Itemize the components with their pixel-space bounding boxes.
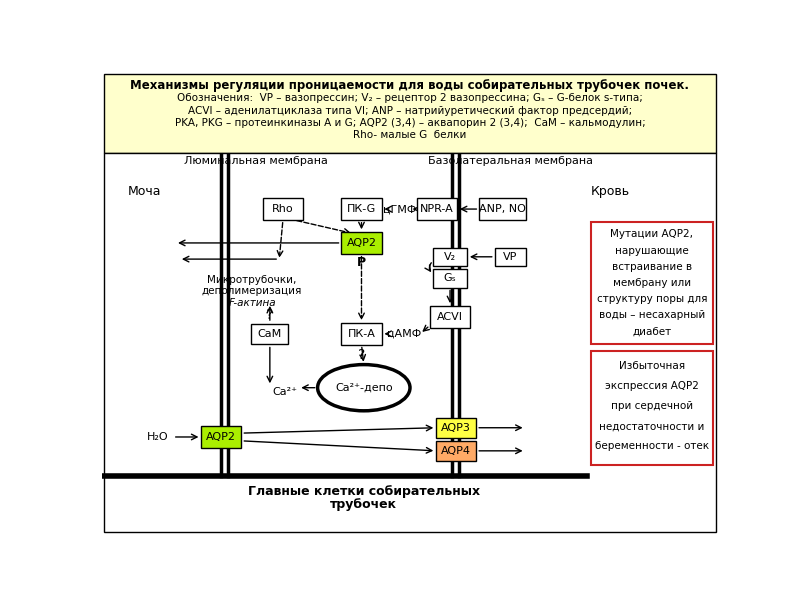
Bar [342,198,382,220]
Text: F-актина: F-актина [228,298,276,308]
Bar [591,222,713,344]
Text: диабет: диабет [632,326,671,337]
Bar [433,269,467,287]
Text: AQP2: AQP2 [346,238,377,248]
Text: ?: ? [358,347,365,362]
Ellipse shape [318,365,410,411]
Text: трубочек: трубочек [330,498,398,511]
Text: встраивание в: встраивание в [612,262,692,272]
Text: VP: VP [503,252,518,262]
Bar [202,426,242,448]
Text: Gₛ: Gₛ [444,274,457,283]
Text: PKA, PKG – протеинкиназы А и G; AQP2 (3,4) – аквапорин 2 (3,4);  CaM – кальмодул: PKA, PKG – протеинкиназы А и G; AQP2 (3,… [174,118,646,128]
Text: Моча: Моча [128,185,161,198]
Bar [436,418,476,438]
Bar [103,153,717,532]
Text: Ca²⁺: Ca²⁺ [272,386,297,397]
Bar [479,198,526,220]
Text: V₂: V₂ [444,252,456,262]
Text: структуру поры для: структуру поры для [597,294,707,304]
Text: AQP4: AQP4 [442,446,471,456]
Text: ACVI: ACVI [437,312,463,322]
Text: Избыточная: Избыточная [618,361,685,371]
Text: ПК-G: ПК-G [347,204,376,214]
Text: при сердечной: при сердечной [610,401,693,411]
Bar [263,198,303,220]
Text: Базолатеральная мембрана: Базолатеральная мембрана [428,155,593,166]
Bar [251,324,288,344]
Text: Обозначения:  VP – вазопрессин; V₂ – рецептор 2 вазопрессина; Gₛ – G-белок s-тип: Обозначения: VP – вазопрессин; V₂ – реце… [177,93,643,103]
Bar [417,198,457,220]
Text: AQP3: AQP3 [442,423,471,433]
Text: деполимеризация: деполимеризация [202,286,302,296]
Text: Rho: Rho [272,204,294,214]
Text: AQP2: AQP2 [206,432,236,442]
Text: ACVI – аденилатциклаза типа VI; ANP – натрийуретический фактор предсердий;: ACVI – аденилатциклаза типа VI; ANP – на… [188,106,632,115]
Text: цАМФ: цАМФ [387,329,422,339]
Text: P: P [357,256,366,269]
Text: ?: ? [266,308,274,322]
Text: цГМФ: цГМФ [383,204,417,214]
Bar [430,306,470,328]
Text: Микротрубочки,: Микротрубочки, [207,275,297,285]
Text: Люминальная мембрана: Люминальная мембрана [184,155,328,166]
Bar [494,248,526,266]
Text: CaM: CaM [258,329,282,339]
Text: беременности - отек: беременности - отек [594,441,709,451]
Bar [433,248,467,266]
Text: экспрессия AQP2: экспрессия AQP2 [605,381,698,391]
Text: Кровь: Кровь [590,185,630,198]
Text: воды – несахарный: воды – несахарный [598,310,705,320]
Text: Механизмы регуляции проницаемости для воды собирательных трубочек почек.: Механизмы регуляции проницаемости для во… [130,79,690,92]
Text: Rho- малые G  белки: Rho- малые G белки [354,130,466,140]
Text: ПК-А: ПК-А [347,329,375,339]
Bar [342,232,382,254]
Text: Мутации AQP2,: Мутации AQP2, [610,229,694,239]
Bar [103,74,717,153]
Text: Главные клетки собирательных: Главные клетки собирательных [248,485,480,498]
Bar [436,441,476,461]
Text: Ca²⁺-депо: Ca²⁺-депо [335,383,393,392]
Text: нарушающие: нарушающие [615,245,689,256]
Text: ANP, NO: ANP, NO [479,204,526,214]
Text: мембрану или: мембрану или [613,278,691,288]
Text: H₂O: H₂O [146,432,168,442]
Text: NPR-A: NPR-A [420,204,454,214]
Bar [342,323,382,344]
Bar [591,351,713,464]
Text: недостаточности и: недостаточности и [599,421,705,431]
